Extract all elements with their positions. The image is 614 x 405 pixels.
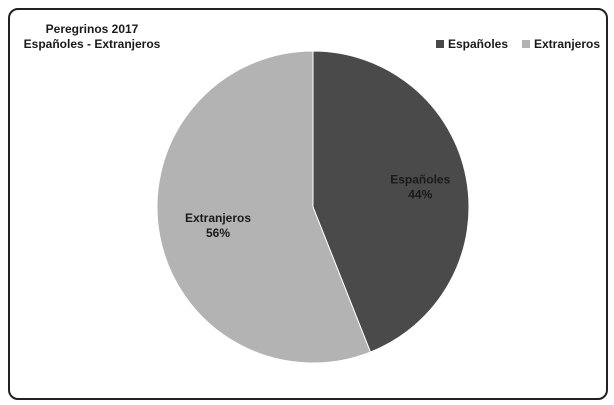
pie-slice-extranjeros (156, 50, 372, 364)
pie-slices (156, 50, 470, 364)
legend-swatch-extranjeros (522, 40, 530, 48)
chart-title: Peregrinos 2017 (46, 22, 139, 36)
slice-value-espanoles: 44% (408, 188, 432, 202)
slice-label-extranjeros: Extranjeros (185, 211, 251, 225)
slice-label-espanoles: Españoles (390, 173, 450, 187)
chart-subtitle: Españoles - Extranjeros (24, 37, 161, 51)
slice-value-extranjeros: 56% (206, 226, 230, 240)
legend-swatch-espanoles (436, 40, 444, 48)
legend: Españoles Extranjeros (436, 37, 600, 51)
legend-label-extranjeros: Extranjeros (534, 37, 600, 51)
legend-label-espanoles: Españoles (448, 37, 508, 51)
pie-slice-espanoles (312, 50, 470, 353)
